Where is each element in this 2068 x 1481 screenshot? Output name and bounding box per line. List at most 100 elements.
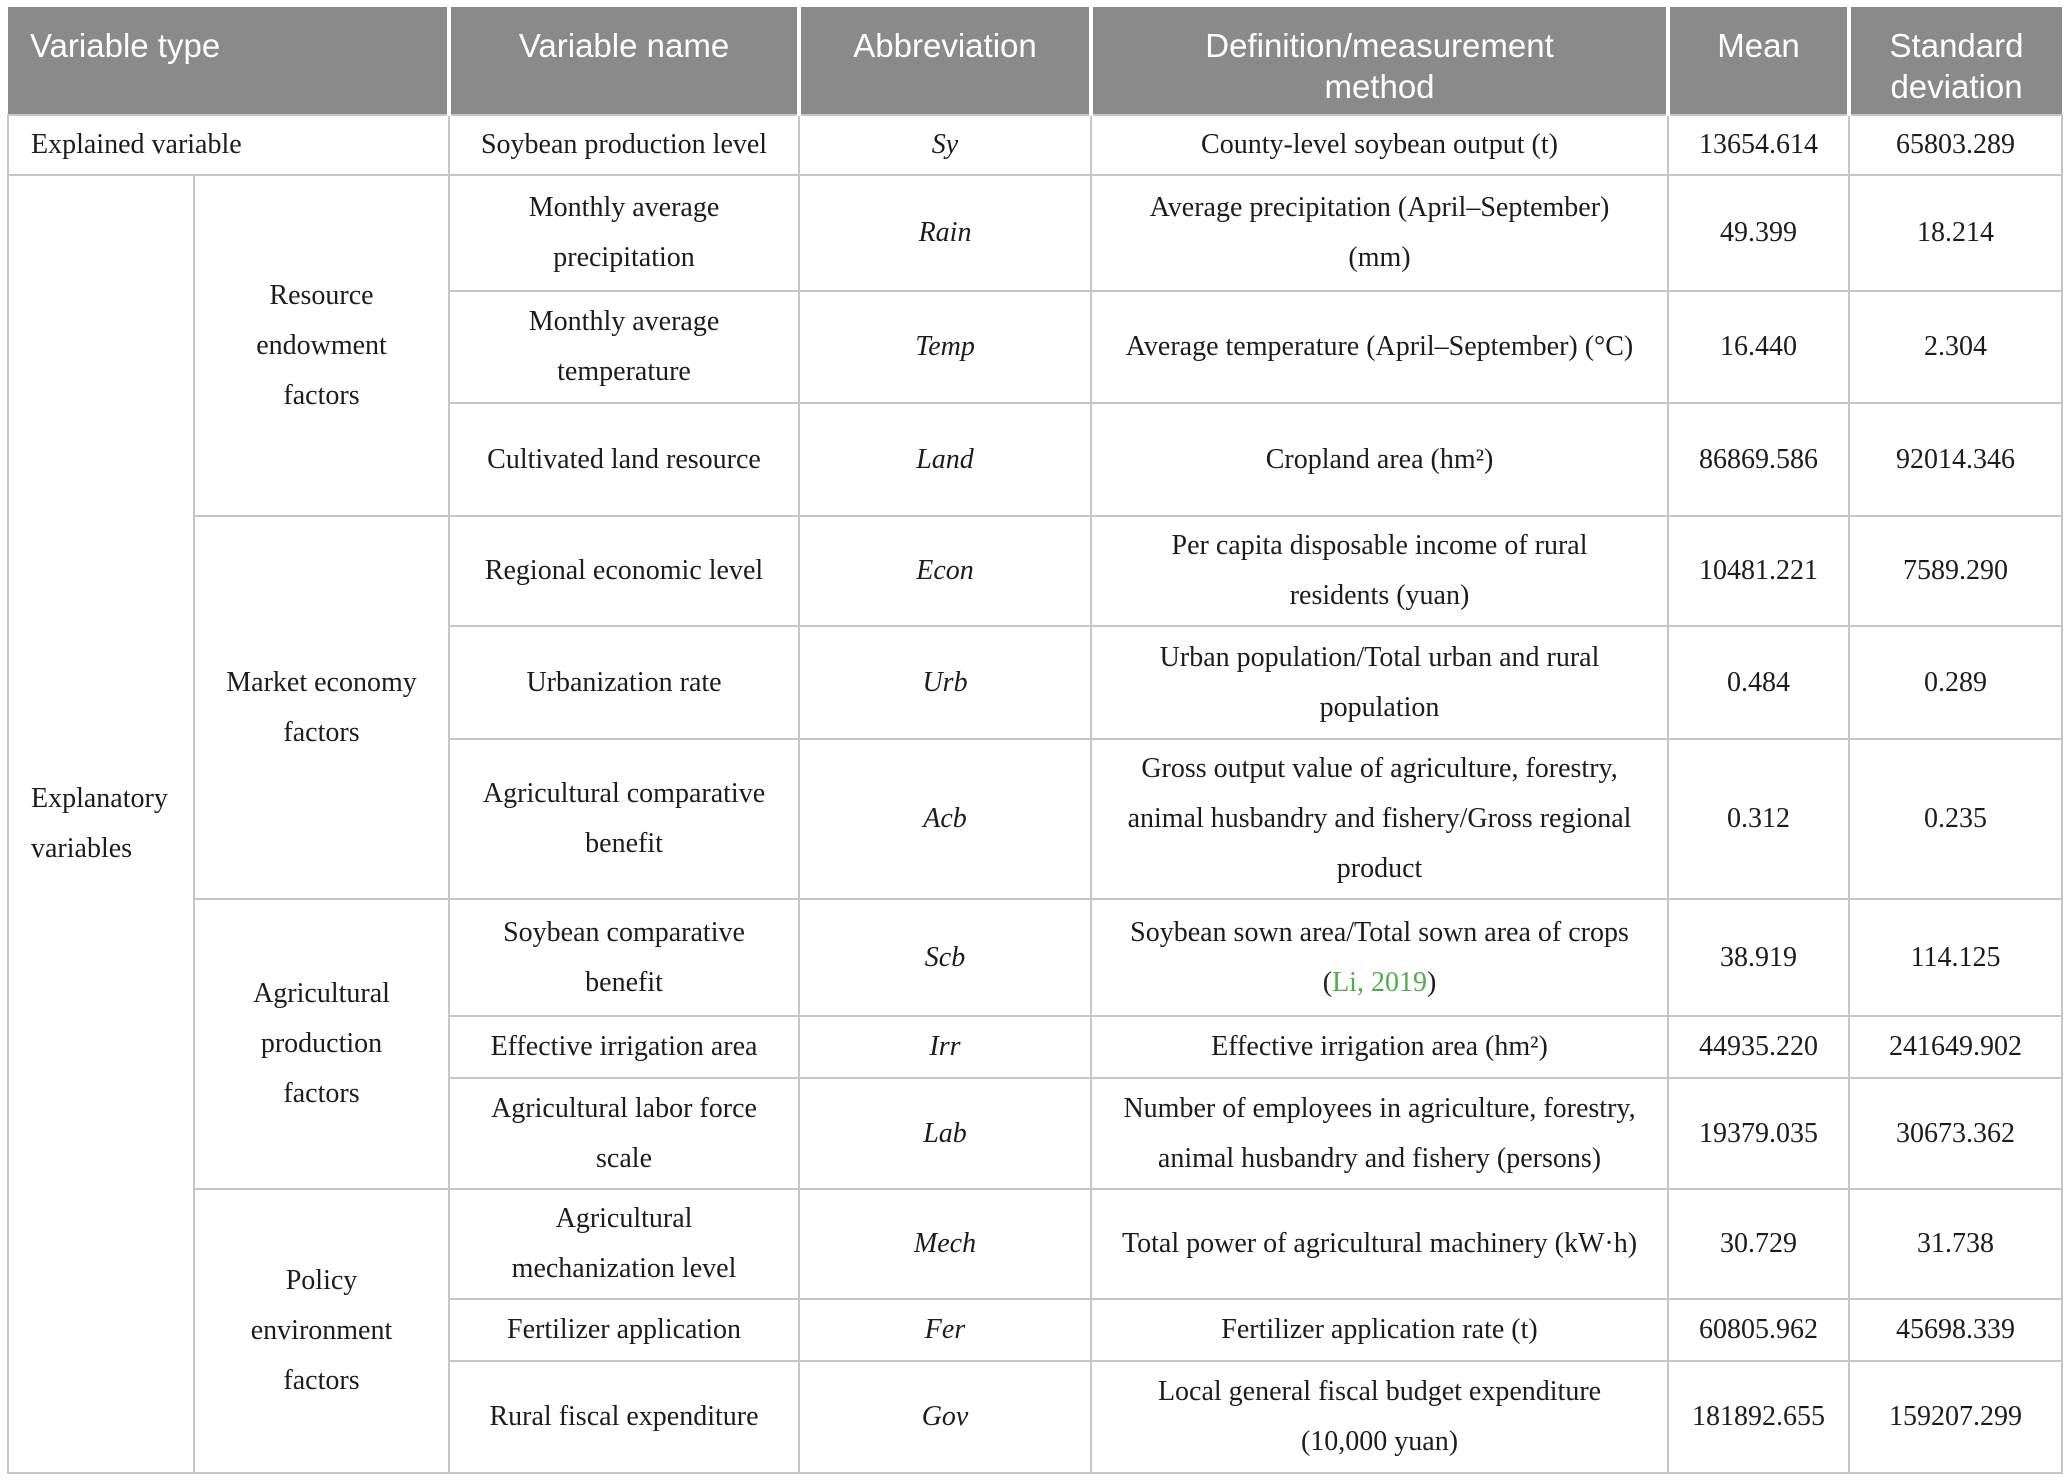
sd-cell: 0.235 — [1848, 738, 2064, 900]
mean-cell: 13654.614 — [1667, 114, 1851, 176]
mean-cell: 0.312 — [1667, 738, 1851, 900]
variable-name-cell: Soybean comparative benefit — [448, 898, 801, 1017]
variable-type-text: Explained variable — [31, 129, 242, 160]
definition-text: Cropland area (hm²) — [1265, 443, 1494, 475]
variable-name-text: Cultivated land resource — [487, 443, 761, 475]
variable-name-cell: Agricultural mechanization level — [448, 1188, 801, 1300]
abbreviation-cell: Mech — [798, 1188, 1093, 1300]
abbreviation-cell: Lab — [798, 1077, 1093, 1190]
definition-cell: Urban population/Total urban and rural p… — [1090, 625, 1670, 740]
header-standard-deviation-label: Standard deviation — [1889, 27, 2024, 106]
mean-cell: 10481.221 — [1667, 515, 1851, 627]
definition-text: Number of employees in agriculture, fore… — [1123, 1092, 1636, 1174]
definition-text: Average temperature (April–September) (°… — [1125, 331, 1634, 362]
sd-cell: 92014.346 — [1848, 402, 2064, 517]
variable-name-cell: Fertilizer application — [448, 1298, 801, 1362]
group-cell-resource-endowment: Resource endowment factors — [192, 174, 451, 517]
group-label: Resource endowment factors — [256, 279, 387, 411]
definition-cell: Total power of agricultural machinery (k… — [1090, 1188, 1670, 1300]
definition-cell: Average precipitation (April–September) … — [1090, 174, 1670, 292]
definition-text: Fertilizer application rate (t) — [1221, 1314, 1538, 1345]
definition-cell: Soybean sown area/Total sown area of cro… — [1090, 898, 1670, 1017]
variable-type-text: Explanatory variables — [31, 783, 168, 864]
sd-cell: 114.125 — [1848, 898, 2064, 1017]
sd-cell: 0.289 — [1848, 625, 2064, 740]
sd-cell: 65803.289 — [1848, 114, 2064, 176]
citation-paren-close: ) — [1426, 966, 1437, 998]
table-row: Agricultural comparative benefit Acb Gro… — [8, 738, 2064, 900]
mean-cell: 49.399 — [1667, 174, 1851, 292]
variable-name-cell: Monthly average temperature — [448, 290, 801, 404]
citation-paren-open: ( — [1322, 966, 1333, 998]
definition-text: Effective irrigation area (hm²) — [1211, 1031, 1548, 1062]
variable-name-cell: Monthly average precipitation — [448, 174, 801, 292]
table-row: Cultivated land resource Land Cropland a… — [8, 402, 2064, 517]
abbreviation-cell: Econ — [798, 515, 1093, 627]
header-variable-type-label: Variable type — [30, 27, 221, 64]
sd-cell: 31.738 — [1848, 1188, 2064, 1300]
sd-cell: 2.304 — [1848, 290, 2064, 404]
header-definition: Definition/measurement method — [1089, 7, 1669, 115]
variable-name-cell: Cultivated land resource — [448, 402, 801, 517]
abbreviation-cell: Sy — [798, 114, 1093, 176]
mean-cell: 38.919 — [1667, 898, 1851, 1017]
variable-type-cell-explanatory: Explanatory variables — [7, 174, 195, 1474]
variable-name-text: Effective irrigation area — [490, 1031, 758, 1062]
sd-cell: 7589.290 — [1848, 515, 2064, 627]
abbreviation-cell: Fer — [798, 1298, 1093, 1362]
definition-cell: County-level soybean output (t) — [1090, 114, 1670, 176]
table-row: Urbanization rate Urb Urban population/T… — [8, 625, 2064, 740]
table-row: Fertilizer application Fer Fertilizer ap… — [8, 1298, 2064, 1362]
mean-cell: 0.484 — [1667, 625, 1851, 740]
abbreviation-cell: Irr — [798, 1015, 1093, 1079]
header-variable-type: Variable type — [8, 7, 450, 115]
definition-cell: Cropland area (hm²) — [1090, 402, 1670, 517]
table-row: Effective irrigation area Irr Effective … — [8, 1015, 2064, 1079]
definition-text: Urban population/Total urban and rural p… — [1159, 641, 1600, 723]
variables-definition-table: Variable type Variable name Abbreviation… — [6, 7, 2064, 1474]
definition-text: Total power of agricultural machinery (k… — [1121, 1228, 1638, 1259]
mean-cell: 44935.220 — [1667, 1015, 1851, 1079]
definition-text: Average precipitation (April–September) … — [1149, 192, 1610, 273]
table-row: Agricultural labor force scale Lab Numbe… — [8, 1077, 2064, 1190]
abbreviation-cell: Rain — [798, 174, 1093, 292]
variable-name-text: Regional economic level — [484, 555, 764, 586]
variable-name-text: Fertilizer application — [507, 1314, 742, 1345]
abbreviation-cell: Temp — [798, 290, 1093, 404]
variable-type-cell: Explained variable — [6, 114, 451, 176]
sd-cell: 45698.339 — [1848, 1298, 2064, 1362]
definition-text: County-level soybean output (t) — [1201, 129, 1558, 160]
citation-link[interactable]: Li, 2019 — [1332, 966, 1427, 998]
variable-name-text: Soybean comparative benefit — [503, 916, 745, 998]
header-abbreviation: Abbreviation — [797, 7, 1092, 115]
variable-name-text: Monthly average temperature — [528, 306, 720, 387]
sd-cell: 241649.902 — [1848, 1015, 2064, 1079]
definition-text: Soybean sown area/Total sown area of cro… — [1130, 916, 1629, 948]
definition-cell: Local general fiscal budget expenditure … — [1090, 1360, 1670, 1474]
definition-text: Local general fiscal budget expenditure … — [1157, 1376, 1602, 1457]
variable-name-text: Urbanization rate — [526, 666, 722, 698]
sd-cell: 18.214 — [1848, 174, 2064, 292]
definition-cell: Effective irrigation area (hm²) — [1090, 1015, 1670, 1079]
header-variable-name-label: Variable name — [518, 27, 730, 64]
header-mean-label: Mean — [1717, 27, 1800, 64]
group-label: Policy environment factors — [250, 1265, 393, 1396]
table-row: Monthly average temperature Temp Average… — [8, 290, 2064, 404]
table-row: Agricultural production factors Soybean … — [8, 898, 2064, 1190]
sd-cell: 159207.299 — [1848, 1360, 2064, 1474]
group-cell-market-economy: Market economy factors — [192, 515, 451, 900]
sd-cell: 30673.362 — [1848, 1077, 2064, 1190]
group-label: Agricultural production factors — [253, 978, 390, 1109]
variable-name-cell: Agricultural labor force scale — [448, 1077, 801, 1190]
variable-name-cell: Regional economic level — [448, 515, 801, 627]
variable-name-text: Monthly average precipitation — [528, 192, 720, 273]
table-row: Policy environment factors Agricultural … — [8, 1188, 2064, 1474]
table-row: Rural fiscal expenditure Gov Local gener… — [8, 1360, 2064, 1474]
variable-name-cell: Effective irrigation area — [448, 1015, 801, 1079]
abbreviation-cell: Urb — [798, 625, 1093, 740]
group-cell-agricultural-production: Agricultural production factors — [192, 898, 451, 1190]
variable-name-cell: Urbanization rate — [448, 625, 801, 740]
mean-cell: 181892.655 — [1667, 1360, 1851, 1474]
header-variable-name: Variable name — [447, 7, 800, 115]
